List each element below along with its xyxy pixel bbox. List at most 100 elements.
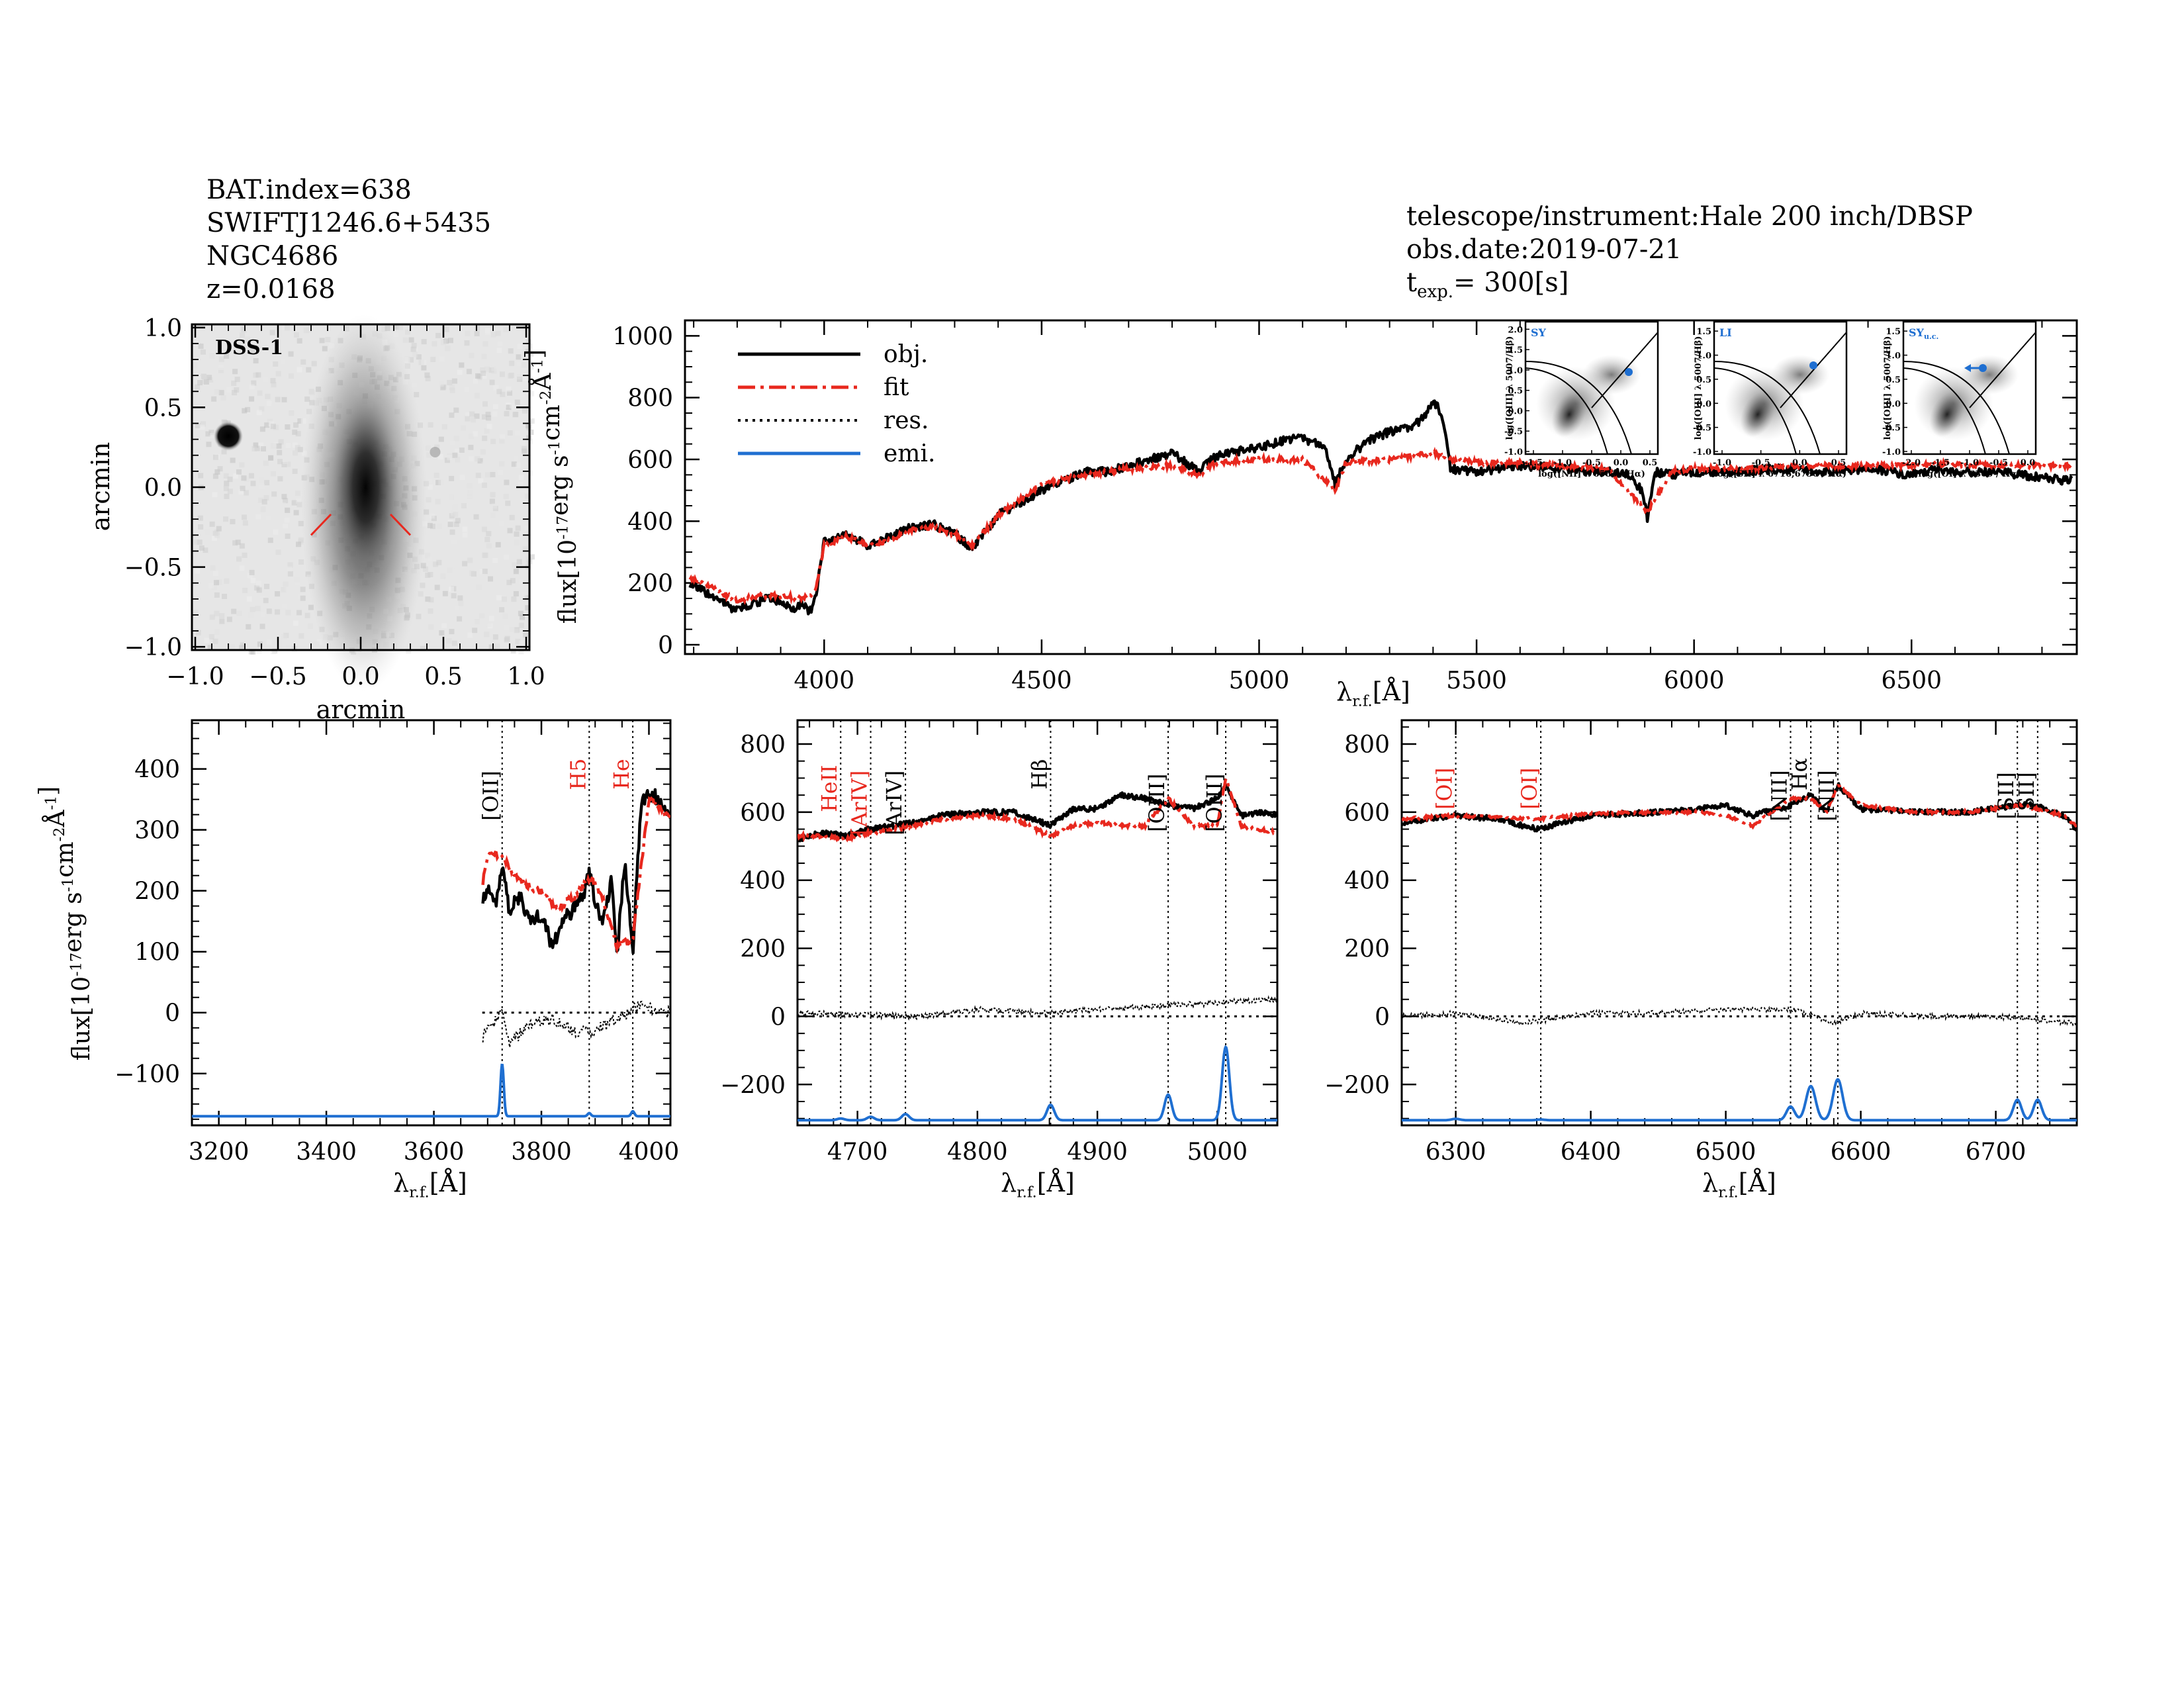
image-noise-pixel — [214, 469, 220, 475]
bpt-y-tick-label: 1.5 — [1696, 327, 1711, 337]
image-noise-pixel — [283, 523, 289, 529]
image-noise-pixel — [241, 475, 247, 481]
image-noise-pixel — [227, 489, 233, 494]
fit-series — [1402, 784, 2077, 830]
object-info: BAT.index=638 SWIFTJ1246.6+5435 NGC4686 … — [206, 173, 491, 306]
image-noise-pixel — [499, 438, 505, 444]
image-noise-pixel — [518, 579, 524, 585]
image-noise-pixel — [470, 417, 476, 423]
image-noise-pixel — [494, 643, 500, 649]
image-noise-pixel — [273, 424, 279, 430]
foreground-star — [214, 421, 243, 451]
image-noise-pixel — [502, 613, 508, 619]
image-noise-pixel — [212, 492, 218, 498]
image-noise-pixel — [516, 463, 522, 469]
image-noise-pixel — [511, 461, 517, 467]
image-noise-pixel — [284, 517, 290, 523]
image-noise-pixel — [295, 577, 300, 583]
image-noise-pixel — [201, 373, 206, 379]
image-noise-pixel — [283, 581, 289, 587]
line-marker-label: HeII — [818, 765, 842, 812]
image-noise-pixel — [224, 493, 230, 499]
image-noise-pixel — [464, 387, 470, 393]
upper-limit-arrowhead — [1964, 364, 1971, 372]
image-noise-pixel — [257, 390, 263, 396]
image-noise-pixel — [420, 583, 426, 588]
image-noise-pixel — [469, 411, 475, 417]
bpt-diagrams: SY log([OIII] λ 5007/Hβ) log([NII] λ 6583 … — [1504, 320, 2037, 479]
image-noise-pixel — [281, 397, 287, 402]
image-noise-pixel — [460, 425, 466, 431]
image-noise-pixel — [489, 379, 495, 385]
image-noise-pixel — [394, 324, 400, 330]
image-noise-pixel — [199, 545, 205, 551]
image-noise-pixel — [514, 430, 520, 436]
image-noise-pixel — [465, 416, 471, 422]
bpt-density — [1525, 332, 1658, 454]
image-noise-pixel — [424, 553, 430, 559]
image-noise-pixel — [205, 529, 210, 535]
bpt-class-label: LI — [1719, 326, 1732, 339]
image-noise-pixel — [214, 580, 220, 586]
image-noise-pixel — [469, 352, 475, 358]
image-noise-pixel — [250, 577, 256, 583]
image-noise-pixel — [287, 562, 293, 568]
image-noise-pixel — [263, 460, 269, 466]
bpt-y-tick-label: -0.5 — [1693, 424, 1711, 434]
demarcation-curve — [1903, 367, 1986, 454]
image-noise-pixel — [408, 357, 414, 363]
image-noise-pixel — [287, 604, 293, 610]
image-noise-pixel — [242, 408, 248, 414]
flux-text: Å — [42, 810, 70, 828]
galaxy-core — [329, 388, 402, 586]
x-tick-label: 5000 — [1229, 667, 1290, 694]
series-group — [797, 720, 1277, 1125]
image-noise-pixel — [513, 455, 519, 461]
image-noise-pixel — [486, 424, 492, 430]
line-marker-label: [OIII] — [1146, 774, 1169, 832]
x-tick-label: 5500 — [1446, 667, 1507, 694]
image-noise-pixel — [506, 579, 512, 585]
image-noise-pixel — [250, 423, 255, 429]
image-noise-pixel — [231, 608, 237, 614]
image-noise-pixel — [425, 596, 431, 602]
image-noise-pixel — [260, 506, 266, 512]
x-tick-label: 0.0 — [341, 663, 379, 690]
image-noise-pixel — [287, 571, 293, 577]
bpt-x-tick-label: 0.0 — [2021, 458, 2036, 468]
image-noise-pixel — [224, 578, 230, 584]
image-noise-pixel — [449, 440, 455, 446]
series-group — [688, 399, 2073, 616]
image-noise-pixel — [462, 532, 468, 538]
image-noise-pixel — [281, 634, 287, 640]
image-noise-pixel — [529, 418, 535, 424]
line-marker-label: Hα — [1788, 758, 1812, 790]
image-noise-pixel — [481, 461, 487, 467]
image-noise-pixel — [482, 552, 488, 558]
image-noise-pixel — [426, 445, 432, 451]
image-noise-pixel — [488, 616, 494, 622]
image-noise-pixel — [477, 458, 483, 464]
bpt-x-tick-label: -0.5 — [1582, 458, 1601, 468]
image-noise-pixel — [230, 457, 236, 463]
bpt-y-tick-label: 1.5 — [1508, 346, 1523, 355]
image-noise-pixel — [449, 385, 455, 391]
image-noise-pixel — [300, 437, 306, 443]
y-tick-label: 0 — [165, 1000, 180, 1027]
image-noise-pixel — [298, 520, 304, 526]
image-noise-pixel — [449, 629, 455, 635]
image-noise-pixel — [292, 429, 298, 435]
image-noise-pixel — [195, 422, 201, 428]
image-noise-pixel — [516, 374, 522, 380]
image-noise-pixel — [425, 573, 431, 579]
image-noise-pixel — [512, 412, 518, 418]
image-noise-pixel — [493, 385, 499, 391]
image-noise-pixel — [209, 521, 215, 527]
image-noise-pixel — [507, 390, 513, 396]
image-noise-pixel — [492, 411, 498, 417]
image-noise-pixel — [467, 557, 473, 563]
image-noise-pixel — [479, 569, 485, 575]
lambda-symbol: λ — [1336, 677, 1352, 706]
image-noise-pixel — [453, 512, 459, 518]
